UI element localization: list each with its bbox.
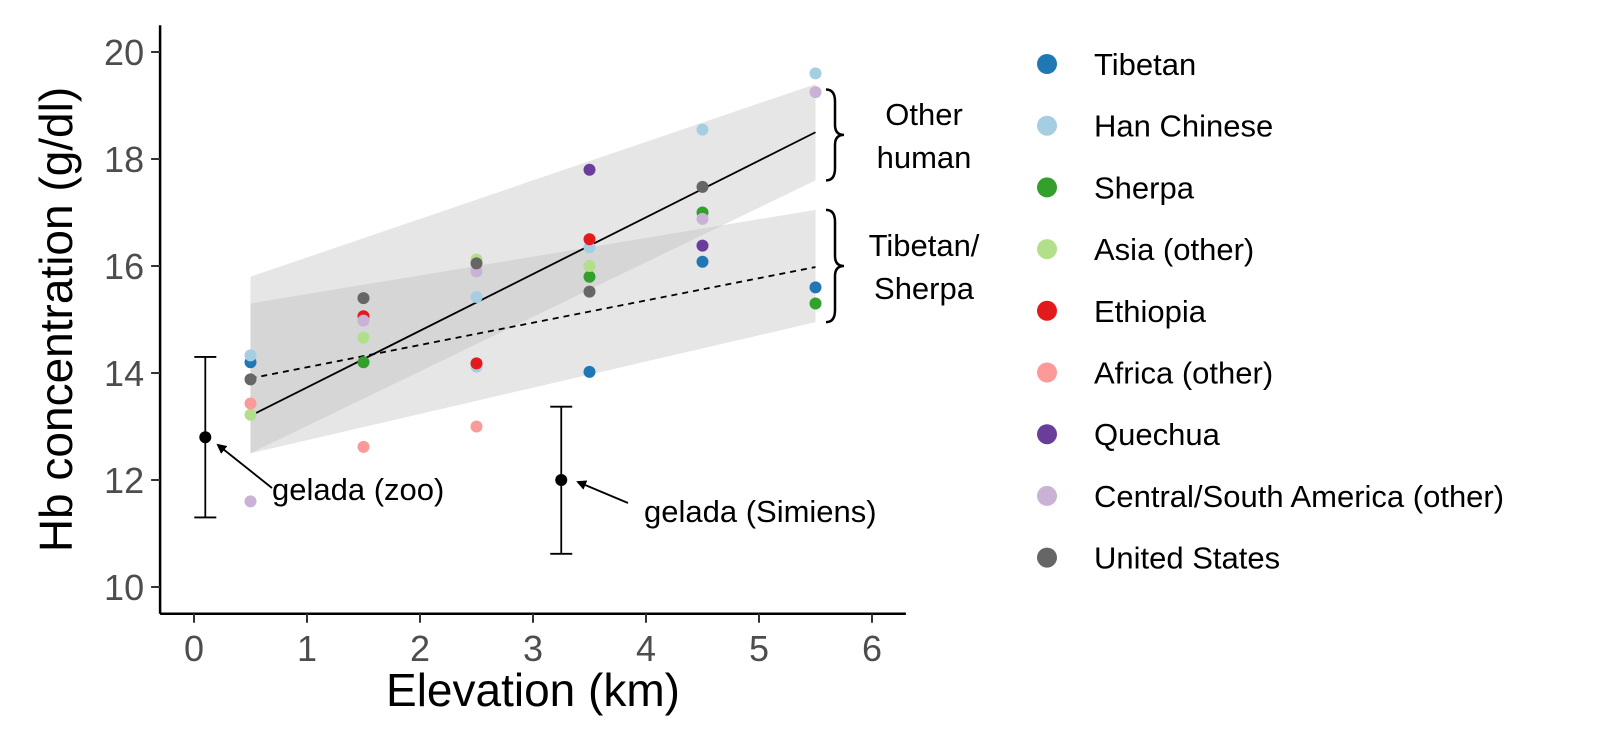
legend-label-asia-other: Asia (other) [1094,232,1254,267]
legend-key-han-chinese [1037,115,1057,136]
point-africa-other [357,440,370,453]
bracket-label-other-human: human [877,140,972,175]
point-han-chinese [809,67,822,80]
bracket-other-human [825,88,845,182]
label-gelada-zoo: gelada (zoo) [272,472,444,507]
group-brackets: Other human Tibetan/Sherpa [825,88,980,324]
point-asia-other [357,331,370,344]
x-tick-label: 5 [749,628,769,669]
point-ethiopia [583,233,596,246]
point-central-south-america-other [244,495,257,508]
legend-key-ethiopia [1037,300,1057,321]
bracket-tibetan-sherpa [825,208,845,324]
data-points [244,67,822,508]
y-axis-title: Hb concentration (g/dl) [30,87,82,552]
legend-label-ethiopia: Ethiopia [1094,294,1207,329]
point-ethiopia [470,357,483,370]
legend: Tibetan Han Chinese Sherpa Asia (other) Ethi… [1037,47,1504,576]
point-central-south-america-other [696,212,709,225]
ci-band-tibetan-sherpa [250,209,816,454]
point-han-chinese [244,349,257,362]
arrow-gelada-simiens [576,480,629,504]
point-africa-other [244,397,257,410]
point-sherpa [357,356,370,369]
y-tick-label: 10 [104,567,144,608]
legend-key-africa-other [1037,362,1057,383]
arrow-gelada-zoo [216,443,273,489]
legend-label-central-south-america-other: Central/South America (other) [1094,479,1504,514]
legend-key-united-states [1037,547,1057,568]
bracket-label-tibetan-sherpa: Tibetan/ [869,228,980,263]
legend-label-sherpa: Sherpa [1094,170,1195,205]
point-africa-other [470,420,483,433]
label-gelada-simiens: gelada (Simiens) [644,494,877,529]
legend-label-africa-other: Africa (other) [1094,356,1273,391]
point-united-states [696,180,709,193]
bracket-label-tibetan-sherpa: Sherpa [874,271,975,306]
trend-lines [250,131,816,417]
legend-key-central-south-america-other [1037,485,1057,506]
legend-label-quechua: Quechua [1094,417,1221,452]
legend-key-tibetan [1037,54,1057,74]
y-tick-label: 14 [104,353,144,394]
point-united-states [583,285,596,298]
error-point-gelada-simiens [555,474,568,486]
bracket-label-other-human: Other [885,97,963,132]
x-tick-label: 3 [523,628,543,669]
ci-band-other-human [250,84,816,454]
legend-key-quechua [1037,424,1057,445]
x-tick-label: 1 [297,628,317,669]
x-tick-label: 0 [184,628,204,669]
point-asia-other [244,408,257,421]
point-united-states [357,292,370,305]
gelada-error-bars: gelada (zoo) gelada (Simiens) [194,356,877,555]
y-tick-label: 12 [104,460,144,501]
point-quechua [583,163,596,176]
point-han-chinese [470,291,483,304]
legend-label-tibetan: Tibetan [1094,47,1196,82]
x-tick-label: 2 [410,628,430,669]
confidence-ribbons [250,84,816,454]
point-tibetan [583,365,596,378]
x-axis-title: Elevation (km) [386,664,680,716]
y-tick-label: 18 [104,139,144,180]
point-tibetan [809,281,822,294]
legend-key-sherpa [1037,177,1057,198]
x-tick-label: 4 [636,628,656,669]
point-tibetan [696,255,709,268]
point-quechua [696,239,709,252]
point-asia-other [583,260,596,272]
point-central-south-america-other [809,86,822,99]
point-central-south-america-other [357,314,370,327]
x-tick-label: 6 [862,628,882,669]
trend-line-tibetan-sherpa [250,266,816,380]
legend-key-asia-other [1037,239,1057,260]
legend-label-han-chinese: Han Chinese [1094,109,1273,144]
y-tick-label: 16 [104,246,144,287]
legend-label-united-states: United States [1094,541,1280,576]
point-sherpa [809,297,822,310]
trend-line-other-human [250,131,816,417]
point-united-states [244,373,257,386]
y-tick-label: 20 [104,32,144,73]
point-united-states [470,257,483,270]
point-sherpa [583,270,596,283]
point-han-chinese [696,123,709,136]
error-point-gelada-zoo [199,431,212,444]
